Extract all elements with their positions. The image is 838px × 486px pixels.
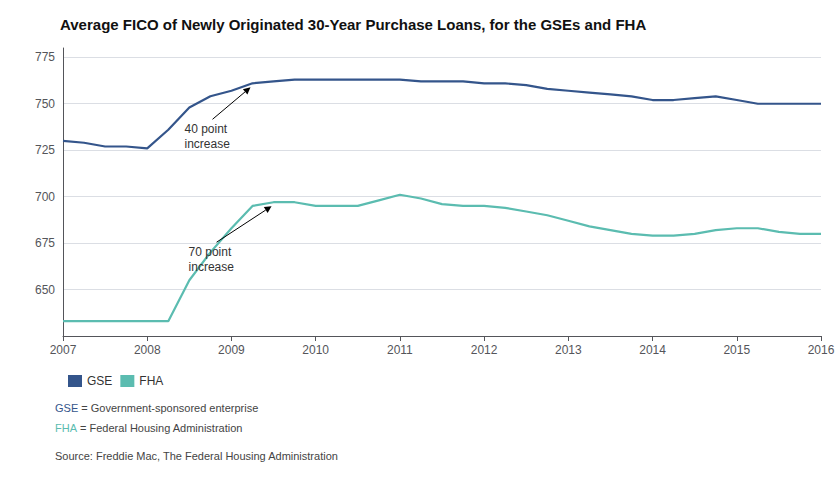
svg-text:750: 750 (35, 97, 55, 111)
svg-text:= Government-sponsored enterpr: = Government-sponsored enterprise (78, 402, 258, 414)
svg-text:40 point: 40 point (185, 122, 228, 136)
svg-text:2016: 2016 (808, 343, 835, 357)
svg-text:2009: 2009 (218, 343, 245, 357)
svg-text:= Federal Housing Administrati: = Federal Housing Administration (77, 422, 242, 434)
svg-text:FHA: FHA (139, 374, 163, 388)
svg-text:increase: increase (189, 260, 235, 274)
svg-text:2012: 2012 (471, 343, 498, 357)
svg-text:700: 700 (35, 190, 55, 204)
svg-text:2011: 2011 (387, 343, 413, 357)
svg-text:675: 675 (35, 236, 55, 250)
svg-text:2010: 2010 (302, 343, 329, 357)
svg-text:Source: Freddie Mac, The Feder: Source: Freddie Mac, The Federal Housing… (55, 450, 338, 462)
svg-text:2015: 2015 (723, 343, 750, 357)
svg-text:GSE: GSE (55, 402, 78, 414)
svg-text:FHA: FHA (55, 422, 78, 434)
svg-text:GSE: GSE (87, 374, 112, 388)
svg-text:increase: increase (185, 137, 231, 151)
svg-text:775: 775 (35, 50, 55, 64)
svg-text:2007: 2007 (50, 343, 77, 357)
svg-text:2014: 2014 (639, 343, 666, 357)
svg-text:725: 725 (35, 143, 55, 157)
svg-text:2013: 2013 (555, 343, 582, 357)
svg-text:650: 650 (35, 283, 55, 297)
svg-text:Average FICO of Newly Originat: Average FICO of Newly Originated 30-Year… (60, 16, 646, 33)
svg-text:2008: 2008 (134, 343, 161, 357)
svg-text:70 point: 70 point (189, 245, 232, 259)
